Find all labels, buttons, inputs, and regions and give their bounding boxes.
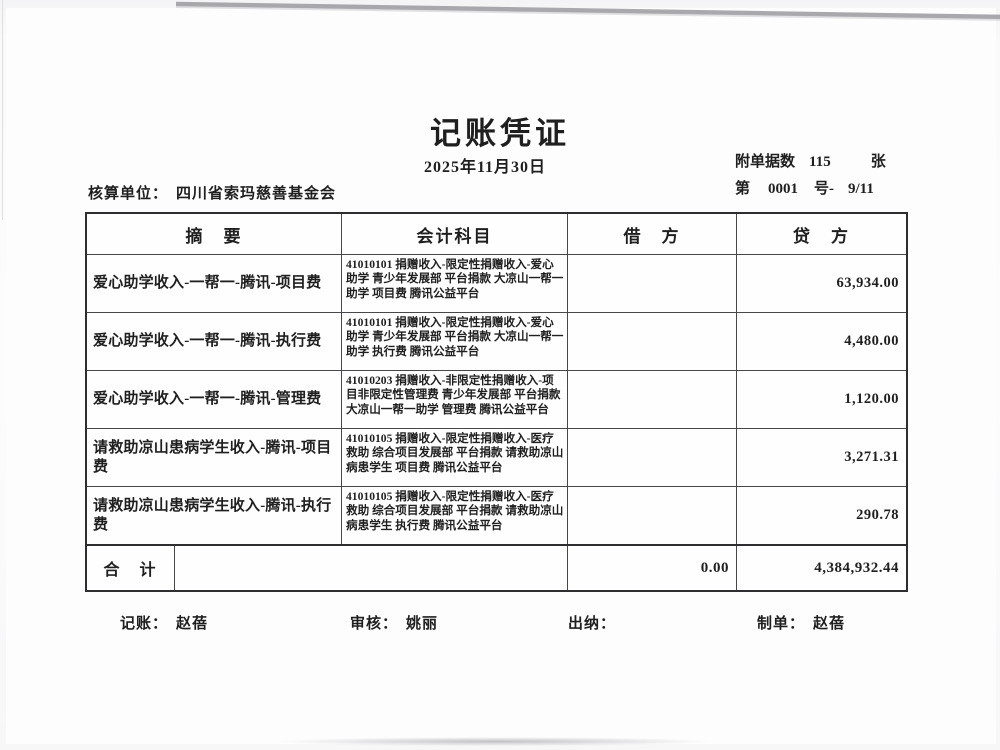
debit-cell [567,313,736,370]
credit-cell: 4,480.00 [736,313,906,370]
summary-cell: 爱心助学收入-一帮一-腾讯-执行费 [93,333,322,350]
preparer-signature: 制单： 赵蓓 [757,612,845,633]
credit-cell: 1,120.00 [736,371,906,428]
accounting-unit-line: 核算单位： 四川省索玛慈善基金会 [88,182,336,203]
page-indicator: 9/11 [848,181,874,197]
attachments-label: 附单据数 [735,154,796,170]
table-row: 请救助凉山患病学生收入-腾讯-执行费 41010105 捐赠收入-限定性捐赠收入… [87,486,906,544]
total-debit-cell: 0.00 [567,546,736,590]
summary-cell: 请救助凉山患病学生收入-腾讯-执行费 [93,497,332,533]
summary-cell: 爱心助学收入-一帮一-腾讯-管理费 [93,391,322,408]
total-filler-cell [174,546,567,590]
preparer-name: 赵蓓 [813,616,846,632]
debit-cell [567,429,736,486]
page-title: 记账凭证 [430,116,570,151]
voucher-number-line: 第 0001 号- 9/11 [735,177,965,198]
table-row: 爱心助学收入-一帮一-腾讯-管理费 41010203 捐赠收入-非限定性捐赠收入… [87,370,906,428]
account-cell: 41010101 捐赠收入-限定性捐赠收入-爱心助学 青少年发展部 平台捐款 大… [341,313,567,370]
scanner-edge-left [2,0,3,220]
bookkeeper-name: 赵蓓 [176,616,209,632]
cashier-label: 出纳： [568,616,617,632]
header-account: 会计科目 [341,214,567,254]
reviewer-label: 审核： [350,616,399,632]
preparer-label: 制单： [757,616,806,632]
signature-row: 记账： 赵蓓 审核： 姚丽 出纳： 制单： 赵蓓 [0,612,1000,636]
voucher-number: 0001 [768,181,799,197]
unit-name: 四川省索玛慈善基金会 [176,186,337,202]
total-row: 合 计 0.00 4,384,932.44 [87,544,906,590]
summary-cell: 爱心助学收入-一帮一-腾讯-项目费 [93,275,322,292]
debit-cell [567,255,736,312]
total-credit-cell: 4,384,932.44 [736,546,906,590]
header-summary: 摘 要 [185,226,243,246]
table-row: 请救助凉山患病学生收入-腾讯-项目费 41010105 捐赠收入-限定性捐赠收入… [87,428,906,486]
header-debit: 借 方 [567,214,736,254]
bookkeeper-signature: 记账： 赵蓓 [120,612,208,633]
reviewer-name: 姚丽 [406,616,439,632]
debit-cell [567,371,736,428]
account-cell: 41010105 捐赠收入-限定性捐赠收入-医疗救助 综合项目发展部 平台捐款 … [341,487,567,544]
account-cell: 41010105 捐赠收入-限定性捐赠收入-医疗救助 综合项目发展部 平台捐款 … [341,429,567,486]
bookkeeper-label: 记账： [120,616,169,632]
table-row: 爱心助学收入-一帮一-腾讯-执行费 41010101 捐赠收入-限定性捐赠收入-… [87,312,906,370]
reviewer-signature: 审核： 姚丽 [350,612,438,633]
table-header-row: 摘 要 会计科目 借 方 贷 方 [87,214,906,254]
cashier-signature: 出纳： [568,612,624,633]
attachments-line: 附单据数 115 张 [735,150,965,171]
summary-cell: 请救助凉山患病学生收入-腾讯-项目费 [93,439,332,475]
attachments-unit: 张 [870,154,886,170]
account-cell: 41010101 捐赠收入-限定性捐赠收入-爱心助学 青少年发展部 平台捐款 大… [341,255,567,312]
table-row: 爱心助学收入-一帮一-腾讯-项目费 41010101 捐赠收入-限定性捐赠收入-… [87,254,906,312]
total-label: 合 计 [103,562,158,579]
voucher-table: 摘 要 会计科目 借 方 贷 方 爱心助学收入-一帮一-腾讯-项目费 41010… [85,212,908,592]
debit-cell [567,487,736,544]
credit-cell: 290.78 [736,487,906,544]
account-cell: 41010203 捐赠收入-非限定性捐赠收入-项目非限定性管理费 青少年发展部 … [341,371,567,428]
voucher-date: 2025年11月30日 [423,159,547,176]
number-prefix: 第 [735,181,751,197]
scan-shadow-smudge [275,737,715,746]
credit-cell: 3,271.31 [736,429,906,486]
header-credit: 贷 方 [736,214,906,254]
number-suffix: 号- [814,181,835,197]
unit-label: 核算单位： [88,186,169,202]
credit-cell: 63,934.00 [736,255,906,312]
attachments-count: 115 [809,154,831,170]
voucher-meta: 附单据数 115 张 第 0001 号- 9/11 [735,150,965,204]
